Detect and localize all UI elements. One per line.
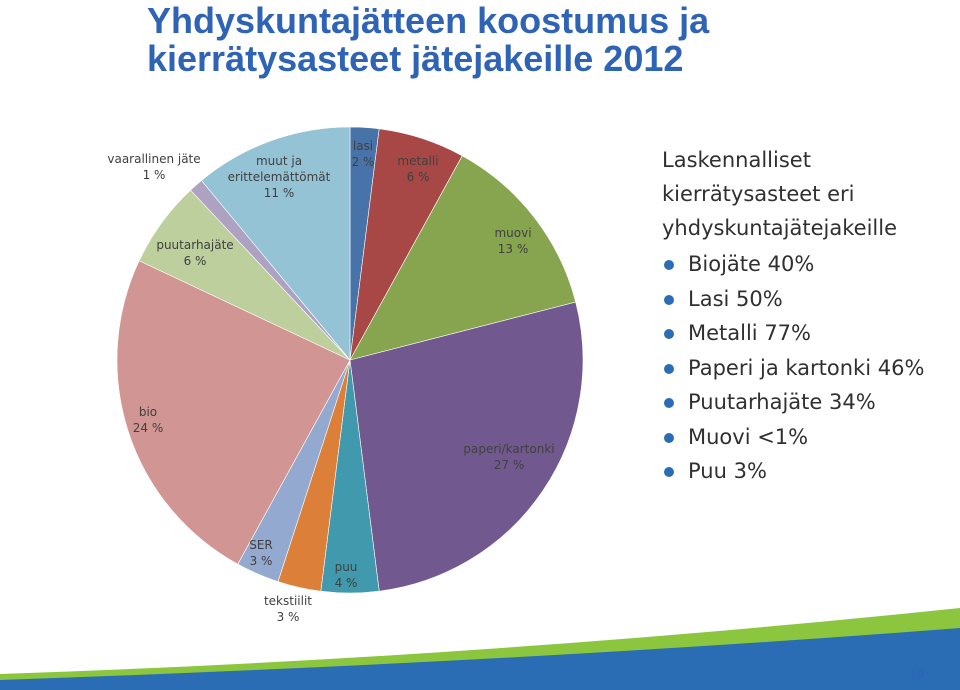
title-line-2: kierrätysasteet jätejakeille 2012 [147, 38, 684, 79]
bullet-icon [664, 432, 674, 443]
slice-label: metalli 6 % [397, 154, 438, 184]
title-line-1: Yhdyskuntajätteen koostumus ja [147, 0, 710, 41]
list-item-text: Paperi ja kartonki 46% [688, 355, 925, 380]
bullet-icon [664, 363, 674, 374]
slice-label: bio 24 % [133, 405, 164, 435]
list-item-text: Puutarhajäte 34% [688, 390, 876, 414]
list-item-text: Puu 3% [688, 459, 767, 483]
list-item: Metalli 77% [662, 316, 952, 351]
slice-label: paperi/kartonki 27 % [463, 442, 554, 472]
footer-swoosh-dark [0, 628, 960, 690]
pie-slices [116, 126, 584, 594]
bullet-icon [664, 260, 674, 270]
bullet-icon [664, 329, 674, 339]
list-item: Paperi ja kartonki 46% [662, 351, 952, 386]
pie-slice-muovi [349, 155, 577, 361]
list-item: Lasi 50% [662, 282, 952, 317]
pie-slice-paperi-kartonki [349, 301, 584, 592]
list-item-text: Muovi <1% [688, 424, 809, 449]
slice-label: puu 4 % [335, 560, 358, 590]
slice-label: muovi 13 % [494, 226, 531, 256]
slice-label: puutarhajäte 6 % [156, 238, 233, 268]
list-item: Puu 3% [662, 454, 952, 489]
bullet-icon [664, 294, 674, 305]
list-item-text: Metalli 77% [688, 321, 811, 345]
list-item: Puutarhajäte 34% [662, 385, 952, 420]
list-item: Biojäte 40% [662, 247, 952, 282]
slice-label: SER 3 % [249, 538, 273, 568]
slice-label: tekstiilit 3 % [264, 594, 312, 624]
recycling-rates-panel: Laskennalliset kierrätysasteet eri yhdys… [662, 143, 952, 489]
slice-label: lasi 2 % [352, 139, 375, 169]
page-number: 19 [909, 666, 924, 681]
slice-label: vaarallinen jäte 1 % [107, 152, 200, 182]
list-item: Muovi <1% [662, 420, 952, 455]
slide-title: Yhdyskuntajätteen koostumus ja kierrätys… [147, 2, 907, 78]
footer-swoosh [0, 608, 960, 690]
bullet-icon [664, 467, 674, 477]
bullet-icon [664, 398, 674, 408]
pie-slice-muut-ja-erittelemättömät [201, 126, 351, 361]
slice-label: muut ja erittelemättömät 11 % [228, 154, 331, 200]
list-item-text: Biojäte 40% [688, 252, 815, 276]
footer-base [0, 684, 960, 690]
recycling-rates-list: Biojäte 40% Lasi 50% Metalli 77% Paperi … [662, 247, 952, 489]
heading-line: Laskennalliset [662, 148, 811, 172]
list-item-text: Lasi 50% [688, 286, 783, 311]
pie-labels: lasi 2 % metalli 6 % muovi 13 % paperi/kartonk… [107, 139, 554, 624]
heading-line: kierrätysasteet eri [662, 182, 855, 206]
heading-line: yhdyskuntajätejakeille [662, 216, 897, 240]
recycling-rates-heading: Laskennalliset kierrätysasteet eri yhdys… [662, 143, 952, 245]
pie-slice-bio [116, 260, 351, 565]
